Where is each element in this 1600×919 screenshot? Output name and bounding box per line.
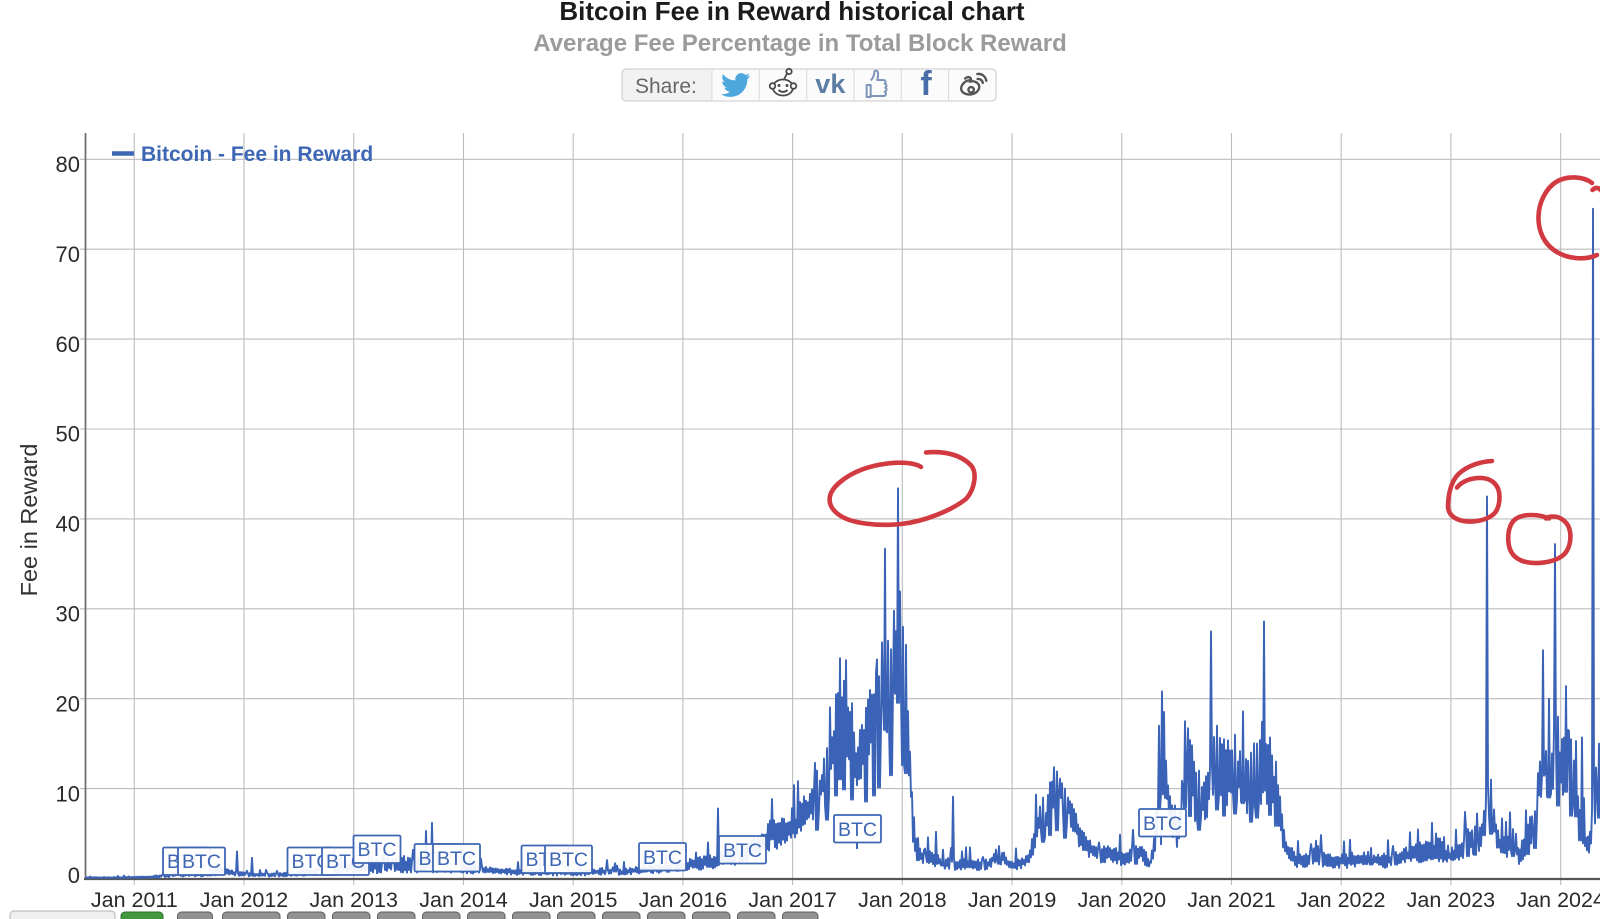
svg-text:60: 60 — [56, 332, 80, 357]
svg-text:BTC: BTC — [723, 840, 762, 862]
svg-text:Jan 2020: Jan 2020 — [1078, 888, 1167, 912]
svg-text:Jan 2023: Jan 2023 — [1407, 888, 1496, 912]
svg-text:30: 30 — [56, 602, 80, 627]
svg-text:Jan 2024: Jan 2024 — [1516, 888, 1600, 912]
svg-text:BTC: BTC — [358, 839, 397, 861]
svg-text:10: 10 — [56, 781, 80, 806]
svg-text:vk: vk — [815, 69, 846, 99]
svg-text:Jan 2015: Jan 2015 — [529, 888, 618, 912]
svg-text:BTC: BTC — [643, 847, 682, 869]
svg-text:Jan 2021: Jan 2021 — [1187, 888, 1275, 912]
svg-text:Jan 2012: Jan 2012 — [200, 888, 288, 912]
svg-text:BTC: BTC — [182, 851, 221, 873]
svg-text:Jan 2016: Jan 2016 — [639, 888, 728, 912]
svg-text:Jan 2022: Jan 2022 — [1297, 888, 1385, 912]
svg-text:Jan 2011: Jan 2011 — [91, 888, 178, 912]
svg-text:Average Fee Percentage in Tota: Average Fee Percentage in Total Block Re… — [533, 30, 1067, 57]
svg-text:0: 0 — [68, 863, 80, 888]
svg-text:BTC: BTC — [292, 851, 331, 873]
svg-text:BTC: BTC — [437, 848, 476, 870]
svg-text:Fee in Reward: Fee in Reward — [16, 444, 42, 597]
svg-text:Jan 2018: Jan 2018 — [858, 888, 947, 912]
svg-text:BTC: BTC — [549, 849, 588, 871]
svg-text:BTC: BTC — [1143, 813, 1182, 835]
svg-text:40: 40 — [56, 512, 80, 537]
svg-text:Jan 2019: Jan 2019 — [968, 888, 1056, 912]
svg-text:20: 20 — [56, 691, 80, 716]
svg-text:70: 70 — [56, 242, 80, 267]
svg-text:Jan 2013: Jan 2013 — [309, 888, 398, 912]
svg-text:BTC: BTC — [838, 819, 877, 841]
svg-text:f: f — [920, 65, 932, 103]
svg-text:Bitcoin Fee in Reward historic: Bitcoin Fee in Reward historical chart — [559, 0, 1025, 26]
svg-text:80: 80 — [56, 152, 80, 177]
svg-text:Jan 2014: Jan 2014 — [419, 888, 508, 912]
svg-text:Jan 2017: Jan 2017 — [748, 888, 836, 912]
svg-text:50: 50 — [56, 422, 80, 447]
svg-text:Share:: Share: — [635, 75, 697, 98]
svg-text:Bitcoin - Fee in Reward: Bitcoin - Fee in Reward — [141, 143, 373, 166]
